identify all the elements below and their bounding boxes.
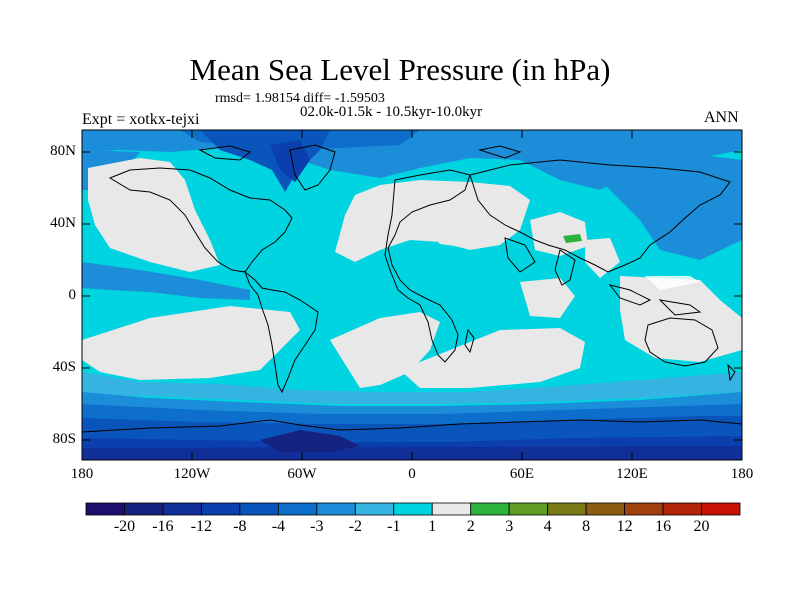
rmsd-diff-stats: rmsd= 1.98154 diff= -1.59503 bbox=[215, 91, 385, 106]
colorbar-label: 3 bbox=[505, 518, 514, 535]
lat-label-40n: 40N bbox=[50, 215, 76, 231]
colorbar-swatch bbox=[585, 502, 625, 516]
lat-label-80s: 80S bbox=[52, 431, 76, 447]
colorbar-swatch bbox=[393, 502, 433, 516]
lat-label-80n: 80N bbox=[50, 143, 76, 159]
lon-label-0: 0 bbox=[408, 466, 416, 482]
lon-label-60e: 60E bbox=[509, 466, 535, 482]
colorbar-swatch bbox=[316, 502, 356, 516]
lon-label-120e: 120E bbox=[616, 466, 648, 482]
colorbar-swatch bbox=[431, 502, 472, 516]
colorbar-swatch bbox=[624, 502, 664, 516]
colorbar-label: -3 bbox=[310, 518, 324, 535]
colorbar-label: 20 bbox=[693, 518, 710, 535]
colorbar-swatch bbox=[239, 502, 279, 516]
colorbar-label: 8 bbox=[582, 518, 591, 535]
experiment-label: Expt = xotkx-tejxi bbox=[82, 111, 200, 128]
colorbar-swatch bbox=[354, 502, 395, 516]
colorbar-swatch bbox=[470, 502, 510, 516]
colorbar-label: -8 bbox=[233, 518, 247, 535]
colorbar-label: -12 bbox=[190, 518, 213, 535]
lon-label-120w: 120W bbox=[173, 466, 211, 482]
north-pacific-neutral-region bbox=[88, 158, 220, 272]
colorbar-label: 4 bbox=[543, 518, 552, 535]
period-label: 02.0k-01.5k - 10.5kyr-10.0kyr bbox=[300, 104, 483, 120]
colorbar-label: -20 bbox=[113, 518, 136, 535]
colorbar-label: 2 bbox=[466, 518, 475, 535]
map-title: Mean Sea Level Pressure (in hPa) bbox=[189, 52, 611, 87]
lat-label-40s: 40S bbox=[52, 359, 76, 375]
axis-ticks bbox=[82, 130, 742, 460]
season-label: ANN bbox=[704, 109, 739, 126]
coastlines bbox=[82, 144, 742, 433]
colorbar-swatch bbox=[85, 502, 125, 516]
colorbar-label: -1 bbox=[387, 518, 401, 535]
colorbar-swatch bbox=[124, 502, 164, 516]
colorbar-swatch bbox=[508, 502, 549, 516]
colorbar-label: 1 bbox=[428, 518, 437, 535]
colorbar-label: -4 bbox=[271, 518, 286, 535]
south-indian-neutral-region bbox=[400, 328, 585, 388]
colorbar-swatch bbox=[547, 502, 587, 516]
colorbar-swatch bbox=[277, 502, 318, 516]
lon-label-60w: 60W bbox=[287, 466, 317, 482]
south-pacific-neutral-region bbox=[82, 306, 300, 380]
colorbar-swatch bbox=[701, 502, 741, 516]
colorbar bbox=[85, 502, 741, 516]
colorbar-swatch bbox=[162, 502, 202, 516]
colorbar-label: -16 bbox=[152, 518, 174, 535]
colorbar-label: -2 bbox=[348, 518, 362, 535]
colorbar-label: 12 bbox=[616, 518, 633, 535]
lon-label-180e: 180 bbox=[730, 466, 754, 482]
lon-label-180w: 180 bbox=[70, 466, 94, 482]
lat-label-0: 0 bbox=[68, 287, 77, 303]
pressure-field bbox=[82, 130, 742, 460]
positive-anomaly-patch bbox=[563, 234, 582, 243]
colorbar-swatch bbox=[201, 502, 241, 516]
colorbar-swatch bbox=[662, 502, 702, 516]
colorbar-label: 16 bbox=[655, 518, 672, 535]
